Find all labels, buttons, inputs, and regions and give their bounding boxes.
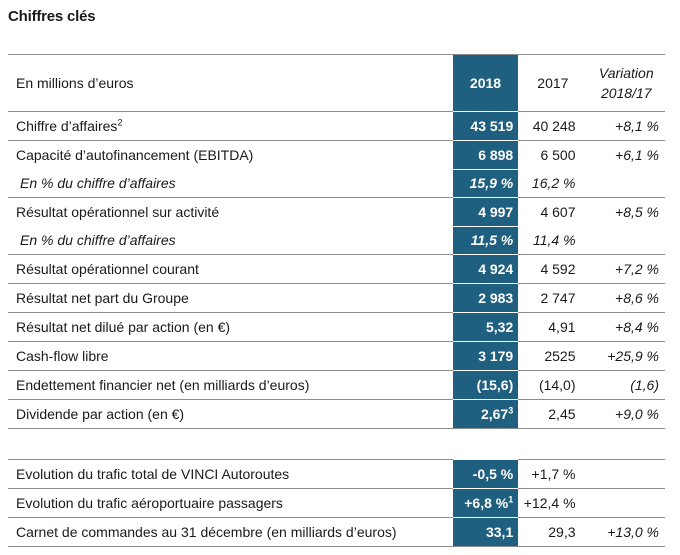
value-variation: (1,6) [587,370,665,400]
header-label: En millions d’euros [8,54,453,112]
value-2018: 43 519 [452,111,519,141]
value-2018: 15,9 % [452,168,519,198]
value-2017: 16,2 % [531,175,576,191]
value-2017: 4,91 [518,312,588,342]
row-label: Résultat net dilué par action (en €) [8,312,453,342]
table-row: Evolution du trafic total de VINCI Autor… [8,459,665,489]
value-variation [587,488,665,518]
row-label: Résultat opérationnel sur activité [8,197,453,226]
row-label: Evolution du trafic aéroportuaire passag… [8,488,453,518]
row-label: En % du chiffre d’affaires [20,175,176,191]
value-2018: 11,5 % [452,225,519,255]
value-variation [588,169,665,198]
value-2018: (15,6) [452,370,519,400]
table-row: En % du chiffre d’affaires 15,9 % 16,2 % [8,168,665,198]
value-variation [588,226,665,255]
value-2017: 2525 [518,341,588,371]
table-row: Dividende par action (en €) 2,673 2,45 +… [8,399,665,429]
table-row: Capacité d’autofinancement (EBITDA) 6 89… [8,140,665,169]
value-2018: 5,32 [452,312,519,342]
footnote-marker: 1 [508,494,514,505]
row-label: Résultat opérationnel courant [8,254,453,284]
value-2017: 11,4 % [532,232,576,248]
header-year-2018: 2018 [452,54,519,112]
row-label: Chiffre d’affaires [16,118,118,134]
table-row: Cash-flow libre 3 179 2525 +25,9 % [8,341,665,371]
table-row: Résultat opérationnel sur activité 4 997… [8,197,665,226]
header-year-2017: 2017 [518,54,588,112]
table-row: Endettement financier net (en milliards … [8,370,665,400]
value-2017: 4 607 [518,197,588,226]
value-2017: 2,45 [518,399,588,429]
value-variation: +8,4 % [587,312,665,342]
value-variation: +13,0 % [587,517,665,547]
value-2018: 3 179 [452,341,519,371]
row-label: Capacité d’autofinancement (EBITDA) [8,140,453,169]
value-2018: 2 983 [452,283,519,313]
value-2017: 6 500 [518,140,588,169]
value-2018: -0,5 % [452,459,519,489]
table-row: Evolution du trafic aéroportuaire passag… [8,488,665,518]
key-figures-table: En millions d’euros 2018 2017 Variation 2… [8,54,665,547]
table-row: Chiffre d’affaires2 43 519 40 248 +8,1 % [8,111,665,141]
value-2017: 2 747 [518,283,588,313]
value-variation: +8,6 % [587,283,665,313]
value-2018: +6,8 %1 [452,488,519,518]
value-2017: 40 248 [518,111,588,141]
table-row: Résultat opérationnel courant 4 924 4 59… [8,254,665,284]
footnote-marker: 2 [117,117,123,128]
value-variation [587,459,665,489]
footnote-marker: 3 [508,405,514,416]
value-2017: (14,0) [518,370,588,400]
table-row: En % du chiffre d’affaires 11,5 % 11,4 % [8,225,665,255]
header-variation: Variation 2018/17 [587,54,665,112]
value-2018: 6 898 [452,140,519,169]
value-variation: +25,9 % [587,341,665,371]
value-2017: +1,7 % [518,459,588,489]
value-2017: 29,3 [518,517,588,547]
value-variation: +7,2 % [587,254,665,284]
value-variation: +9,0 % [587,399,665,429]
row-label: Cash-flow libre [8,341,453,371]
row-label: Résultat net part du Groupe [8,283,453,313]
table-header-row: En millions d’euros 2018 2017 Variation 2… [8,54,665,112]
section-spacer [8,429,665,460]
value-2018: 4 997 [452,197,519,226]
value-2017: +12,4 % [518,488,588,518]
row-label: Carnet de commandes au 31 décembre (en m… [8,517,453,547]
value-2017: 4 592 [518,254,588,284]
value-variation: +8,1 % [587,111,665,141]
page-title: Chiffres clés [8,8,96,25]
value-variation: +8,5 % [587,197,665,226]
row-label: Evolution du trafic total de VINCI Autor… [8,459,453,489]
value-2018: 4 924 [452,254,519,284]
table-row: Résultat net part du Groupe 2 983 2 747 … [8,283,665,313]
table-row: Résultat net dilué par action (en €) 5,3… [8,312,665,342]
value-2018: 33,1 [452,517,519,547]
row-label: En % du chiffre d’affaires [20,232,176,248]
row-label: Endettement financier net (en milliards … [8,370,453,400]
value-2018: 2,673 [452,399,519,429]
value-variation: +6,1 % [587,140,665,169]
table-row: Carnet de commandes au 31 décembre (en m… [8,517,665,547]
row-label: Dividende par action (en €) [8,399,453,429]
